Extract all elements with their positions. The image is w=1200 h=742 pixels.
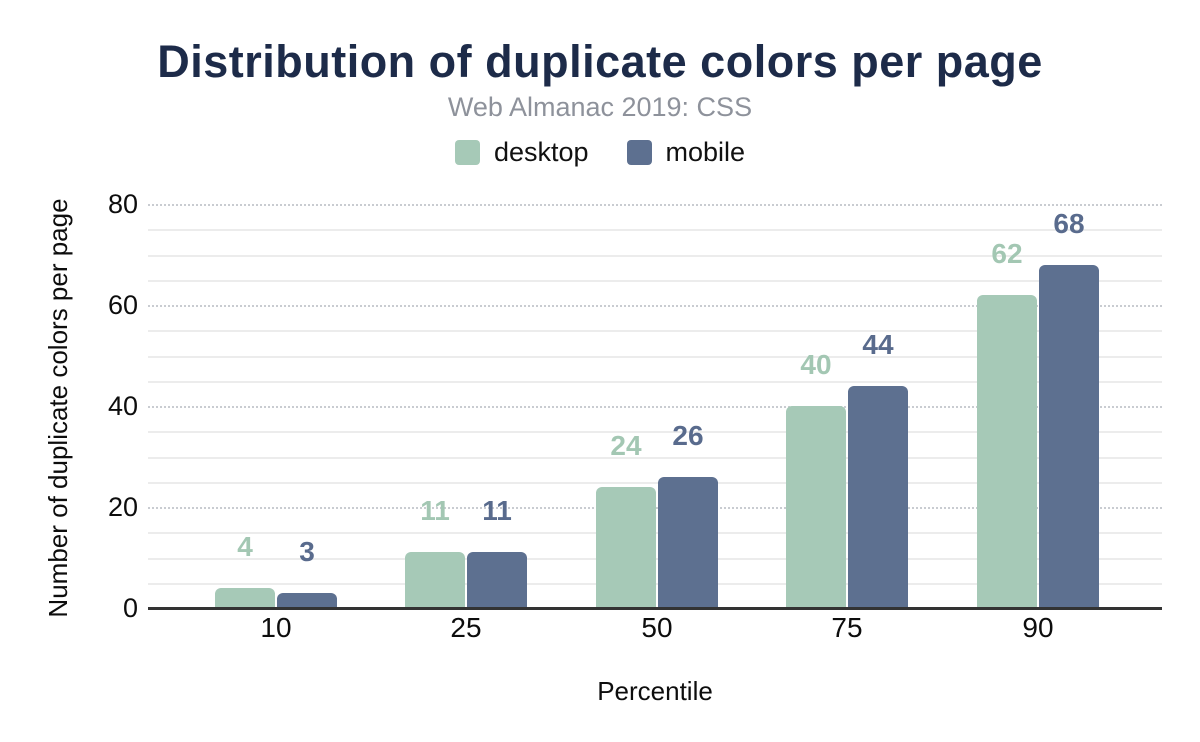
plot-area: 4 3 11 11 24 26 40 44 62 68	[148, 204, 1162, 610]
minor-gridline	[148, 279, 1162, 282]
y-tick-label-60: 60	[107, 290, 138, 320]
desktop-swatch-icon	[454, 140, 480, 165]
bar-mobile-p25	[467, 552, 527, 608]
legend-item-desktop[interactable]: desktop	[454, 137, 589, 168]
major-gridline	[148, 406, 1162, 408]
minor-gridline	[148, 481, 1162, 484]
x-tick-label-10: 10	[260, 612, 292, 643]
minor-gridline	[148, 355, 1162, 358]
legend-item-mobile[interactable]: mobile	[626, 137, 746, 168]
x-tick-label-75: 75	[831, 612, 863, 643]
bar-desktop-p10	[215, 587, 275, 608]
y-tick-label-0: 0	[122, 593, 138, 623]
minor-gridline	[148, 229, 1162, 232]
bar-value-label-mobile-p90: 68	[1053, 207, 1085, 239]
bar-mobile-p75	[848, 385, 908, 608]
bar-value-label-desktop-p90: 62	[991, 237, 1023, 269]
mobile-swatch-icon	[626, 140, 652, 165]
x-axis-title: Percentile	[597, 676, 713, 706]
bar-desktop-p90	[977, 294, 1037, 608]
bar-desktop-p50	[596, 486, 656, 608]
major-gridline	[148, 204, 1162, 206]
chart-subtitle: Web Almanac 2019: CSS	[447, 92, 753, 122]
bar-value-label-desktop-p25: 11	[420, 495, 450, 527]
bar-value-label-desktop-p10: 4	[237, 530, 253, 562]
y-tick-label-80: 80	[107, 189, 138, 219]
x-axis-line	[148, 607, 1162, 610]
bar-mobile-p50	[658, 476, 718, 608]
chart-title: Distribution of duplicate colors per pag…	[157, 36, 1043, 87]
bar-value-label-mobile-p75: 44	[862, 328, 894, 360]
legend: desktop mobile	[0, 137, 1200, 168]
bar-value-label-mobile-p10: 3	[299, 535, 315, 567]
bar-value-label-mobile-p50: 26	[672, 419, 704, 451]
x-tick-label-90: 90	[1022, 612, 1054, 643]
bar-value-label-mobile-p25: 11	[482, 495, 512, 527]
minor-gridline	[148, 254, 1162, 257]
bar-value-label-desktop-p50: 24	[610, 429, 642, 461]
y-tick-label-20: 20	[107, 492, 138, 522]
legend-label-desktop: desktop	[493, 137, 589, 167]
legend-label-mobile: mobile	[665, 137, 746, 167]
x-tick-label-25: 25	[450, 612, 482, 643]
major-gridline	[148, 305, 1162, 307]
bar-mobile-p10	[277, 592, 337, 608]
minor-gridline	[148, 380, 1162, 383]
minor-gridline	[148, 456, 1162, 459]
minor-gridline	[148, 330, 1162, 333]
minor-gridline	[148, 431, 1162, 434]
bar-mobile-p90	[1039, 264, 1099, 608]
bar-desktop-p75	[786, 406, 846, 608]
y-tick-label-40: 40	[107, 391, 138, 421]
x-tick-label-50: 50	[641, 612, 673, 643]
bar-value-label-desktop-p75: 40	[800, 349, 832, 380]
y-axis-title: Number of duplicate colors per page	[43, 198, 73, 618]
bar-desktop-p25	[405, 552, 465, 608]
